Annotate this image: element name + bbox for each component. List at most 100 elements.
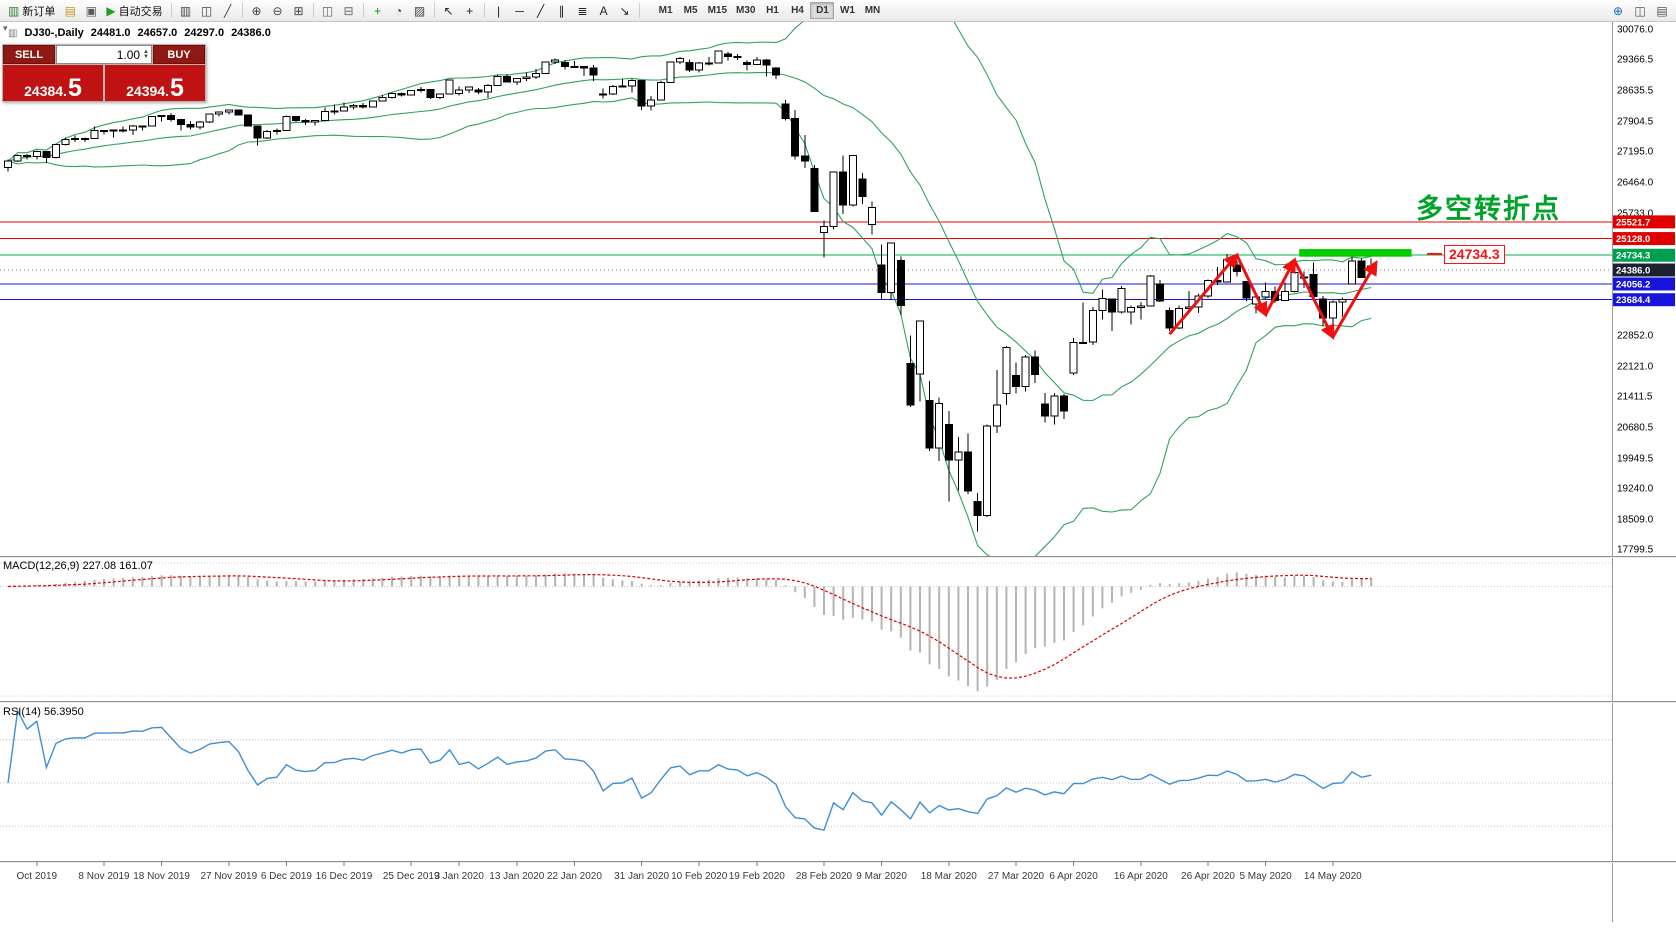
spinner-down-icon[interactable]: ▼ xyxy=(143,53,149,60)
buy-price-big: 5 xyxy=(169,74,184,102)
line-chart-icon[interactable]: ╱ xyxy=(218,2,238,20)
crosshair-icon[interactable]: + xyxy=(460,2,480,20)
cascade-windows-icon[interactable]: ⊟ xyxy=(339,2,359,20)
zoom-in-icon[interactable]: ⊕ xyxy=(247,2,267,20)
sell-price[interactable]: 24384. 5 xyxy=(3,65,103,101)
volume-spinner[interactable]: ▲ ▼ xyxy=(143,48,149,60)
spinner-up-icon[interactable]: ▲ xyxy=(143,48,149,55)
vertical-line-icon: | xyxy=(497,3,501,18)
timeframe-w1[interactable]: W1 xyxy=(835,2,859,19)
toolbar-separator xyxy=(433,3,435,18)
svg-text:28 Feb 2020: 28 Feb 2020 xyxy=(796,871,853,882)
arrange-icon[interactable]: ▤ xyxy=(1652,2,1672,20)
arrows-icon[interactable]: ↘ xyxy=(615,2,635,20)
svg-text:6 Apr 2020: 6 Apr 2020 xyxy=(1049,871,1098,882)
date-axis[interactable]: Oct 2019 8 Nov 2019 18 Nov 2019 27 Nov 2019… xyxy=(17,862,1363,882)
channel-icon[interactable]: ∥ xyxy=(552,2,572,20)
price-axis[interactable] xyxy=(1612,22,1676,944)
text-icon[interactable]: A xyxy=(594,2,614,20)
toolbar-separator xyxy=(362,3,364,18)
fibonacci-icon[interactable]: ≣ xyxy=(573,2,593,20)
timeframe-m30[interactable]: M30 xyxy=(732,2,759,19)
svg-text:21411.5: 21411.5 xyxy=(1617,391,1653,402)
timeframe-d1[interactable]: D1 xyxy=(810,2,835,19)
toolbar-separator xyxy=(312,3,314,18)
svg-text:14 May 2020: 14 May 2020 xyxy=(1304,871,1362,882)
periods-icon[interactable]: ◔ xyxy=(389,2,409,20)
symbol-period: DJ30-,Daily xyxy=(24,27,84,39)
line-chart-icon: ╱ xyxy=(223,3,232,18)
svg-text:28635.5: 28635.5 xyxy=(1617,86,1654,97)
timeframe-m5[interactable]: M5 xyxy=(679,2,703,19)
svg-text:31 Jan 2020: 31 Jan 2020 xyxy=(614,871,669,882)
buy-button[interactable]: BUY xyxy=(153,45,205,64)
svg-text:6 Dec 2019: 6 Dec 2019 xyxy=(261,871,313,882)
sell-price-big: 5 xyxy=(67,74,82,102)
turning-point-highlight[interactable] xyxy=(1299,249,1412,257)
buy-price[interactable]: 24394. 5 xyxy=(105,65,205,101)
svg-text:27 Nov 2019: 27 Nov 2019 xyxy=(200,871,257,882)
svg-text:25128.0: 25128.0 xyxy=(1616,234,1650,245)
timeframe-h4[interactable]: H4 xyxy=(785,2,809,19)
rsi-label: RSI(14) 56.3950 xyxy=(3,706,84,718)
vertical-line-icon[interactable]: | xyxy=(489,2,509,20)
profiles-icon[interactable]: ▤ xyxy=(60,2,80,20)
new-window-icon[interactable]: ◫ xyxy=(1630,2,1650,20)
svg-text:27 Mar 2020: 27 Mar 2020 xyxy=(988,871,1045,882)
svg-text:24056.2: 24056.2 xyxy=(1616,279,1650,290)
svg-text:23684.4: 23684.4 xyxy=(1616,295,1651,306)
chart-canvas[interactable]: 516.540.00-2409.06100805020030076.029366… xyxy=(0,22,1676,944)
svg-text:19 Feb 2020: 19 Feb 2020 xyxy=(729,871,786,882)
timeframe-h1[interactable]: H1 xyxy=(760,2,784,19)
cursor-icon[interactable]: ↖ xyxy=(439,2,459,20)
timeframe-m1[interactable]: M1 xyxy=(654,2,678,19)
auto-trading-button[interactable]: ▶ 自动交易 xyxy=(102,2,166,20)
svg-text:3 Jan 2020: 3 Jan 2020 xyxy=(434,871,484,882)
print-icon[interactable]: ▣ xyxy=(81,2,101,20)
volume-value[interactable]: 1.00 xyxy=(116,47,141,62)
volume-field[interactable]: 1.00 ▲ ▼ xyxy=(56,45,152,64)
zoom-out-icon[interactable]: ⊖ xyxy=(268,2,288,20)
svg-text:13 Jan 2020: 13 Jan 2020 xyxy=(489,871,544,882)
zoom-out-icon: ⊖ xyxy=(272,3,283,18)
zigzag-arrows[interactable] xyxy=(1168,252,1378,340)
bollinger-bands xyxy=(7,22,1372,556)
grid-icon[interactable]: ⊞ xyxy=(289,2,309,20)
auto-trading-icon: ▶ xyxy=(106,3,116,18)
horizontal-line-icon[interactable]: ─ xyxy=(510,2,530,20)
trendline-icon[interactable]: ╱ xyxy=(531,2,551,20)
turning-point-annotation: 多空转折点 xyxy=(1416,194,1561,225)
search-icon[interactable]: ⊕ xyxy=(1608,2,1628,20)
svg-text:22121.0: 22121.0 xyxy=(1617,361,1654,372)
candlestick-chart-icon[interactable]: ◫ xyxy=(197,2,217,20)
sell-button[interactable]: SELL xyxy=(3,45,55,64)
svg-text:10 Feb 2020: 10 Feb 2020 xyxy=(671,871,728,882)
timeframe-mn[interactable]: MN xyxy=(860,2,884,19)
svg-text:22 Jan 2020: 22 Jan 2020 xyxy=(547,871,602,882)
ohlc-high: 24657.0 xyxy=(137,27,178,39)
template-icon[interactable]: ▨ xyxy=(410,2,430,20)
svg-text:20680.5: 20680.5 xyxy=(1617,422,1654,433)
sell-price-main: 24384. xyxy=(24,83,67,99)
one-click-trading-panel[interactable]: SELL 1.00 ▲ ▼ BUY 24384. 5 24394. 5 xyxy=(2,44,206,102)
indicators-icon[interactable]: + xyxy=(368,2,388,20)
timeframe-switcher: M1 M5 M15 M30 H1 H4 D1 W1 MN xyxy=(654,2,885,19)
svg-text:26464.0: 26464.0 xyxy=(1617,177,1654,188)
toolbar-separator xyxy=(241,3,243,18)
one-click-collapse-icon[interactable]: ▾ xyxy=(3,23,8,33)
main-price-panel[interactable] xyxy=(0,22,1612,564)
grid-icon: ⊞ xyxy=(293,3,304,18)
timeframe-m15[interactable]: M15 xyxy=(704,2,731,19)
tile-windows-icon[interactable]: ◫ xyxy=(318,2,338,20)
channel-icon: ∥ xyxy=(558,3,565,18)
svg-text:17799.5: 17799.5 xyxy=(1617,544,1654,555)
new-order-button-label: 新订单 xyxy=(22,4,56,18)
bar-chart-icon[interactable]: ▥ xyxy=(176,2,196,20)
macd-label: MACD(12,26,9) 227.08 161.07 xyxy=(3,560,153,572)
indicators-icon: + xyxy=(374,3,382,18)
chart-icon: ▥ xyxy=(8,27,18,39)
svg-text:Oct 2019: Oct 2019 xyxy=(17,871,58,882)
new-order-button[interactable]: ▥ 新订单 xyxy=(4,2,59,20)
svg-text:30076.0: 30076.0 xyxy=(1617,24,1654,35)
toolbar-separator xyxy=(170,3,172,18)
